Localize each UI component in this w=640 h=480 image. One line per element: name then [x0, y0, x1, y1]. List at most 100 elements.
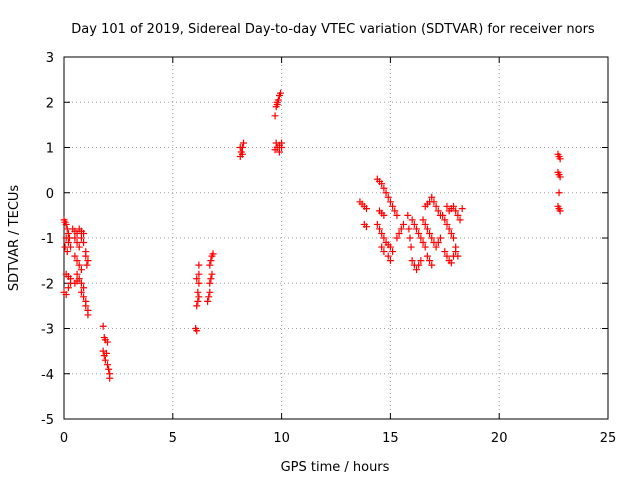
data-point [362, 205, 370, 213]
data-point [432, 202, 440, 210]
y-tick-labels: -5 -4 -3 -2 -1 0 1 2 3 [41, 51, 54, 428]
data-point [80, 293, 88, 301]
data-point [84, 311, 92, 319]
data-point [395, 229, 403, 237]
data-point [389, 202, 397, 210]
data-point [443, 220, 451, 228]
data-point [423, 252, 431, 260]
data-point [80, 229, 88, 237]
data-point [405, 225, 413, 233]
data-point [205, 293, 213, 301]
data-point [458, 205, 466, 213]
data-point [421, 243, 429, 251]
data-point [236, 144, 244, 151]
data-series [60, 89, 564, 382]
data-point [80, 284, 88, 292]
data-point [64, 239, 72, 247]
data-point [445, 225, 453, 233]
data-point [209, 250, 217, 258]
data-point [384, 193, 392, 201]
data-point [556, 207, 564, 215]
data-point [432, 243, 440, 251]
data-point [193, 302, 201, 310]
data-point [426, 257, 434, 265]
data-point [278, 139, 286, 147]
chart-title: Day 101 of 2019, Sidereal Day-to-day VTE… [71, 22, 595, 37]
data-point [391, 207, 399, 215]
y-axis-label: SDTVAR / TECUs [7, 185, 22, 292]
data-point [382, 189, 390, 197]
data-point [380, 211, 388, 219]
data-point [380, 184, 388, 192]
data-point [443, 202, 451, 210]
data-point [277, 89, 285, 97]
grid [64, 57, 608, 419]
data-point [428, 193, 436, 201]
data-point [434, 207, 442, 215]
data-point [556, 155, 564, 163]
y-tick-label: -1 [41, 232, 54, 247]
data-point [206, 288, 214, 296]
data-point [83, 261, 91, 269]
data-point [80, 239, 88, 247]
x-tick-label: 25 [600, 431, 617, 446]
data-point [61, 243, 69, 251]
data-point [408, 216, 416, 224]
data-point [207, 257, 215, 265]
data-point [443, 252, 451, 260]
data-point [102, 349, 110, 357]
data-point [105, 365, 113, 373]
data-point [75, 261, 83, 269]
data-point [441, 216, 449, 224]
data-point [423, 225, 431, 233]
data-point [373, 220, 381, 228]
y-tick-label: 3 [46, 51, 54, 66]
data-point [399, 220, 407, 228]
data-point [454, 211, 462, 219]
data-point [207, 275, 215, 283]
data-point [271, 112, 279, 120]
x-tick-labels: 0 5 10 15 20 25 [60, 431, 616, 446]
data-point [450, 252, 458, 260]
data-point [378, 229, 386, 237]
data-point [193, 327, 201, 335]
data-point [397, 225, 405, 233]
data-point [380, 234, 388, 242]
data-point [386, 243, 394, 251]
data-point [62, 291, 70, 299]
data-point [378, 180, 386, 188]
data-point [73, 239, 81, 247]
data-point [419, 216, 427, 224]
data-point [413, 225, 421, 233]
data-point [195, 279, 203, 287]
data-point [206, 279, 214, 287]
data-point [104, 361, 112, 369]
x-tick-label: 15 [382, 431, 399, 446]
data-point [413, 266, 421, 274]
x-tick-label: 5 [169, 431, 177, 446]
data-point [62, 234, 70, 242]
data-point [84, 257, 92, 265]
data-point [386, 198, 394, 206]
data-point [63, 248, 71, 256]
data-point [77, 279, 85, 287]
data-point [204, 297, 212, 305]
y-tick-label: -4 [41, 368, 54, 383]
data-point [73, 229, 81, 237]
data-point [73, 277, 81, 285]
data-point [82, 252, 90, 260]
data-point [408, 257, 416, 265]
data-point [407, 243, 415, 251]
y-tick-label: -2 [41, 277, 54, 292]
data-point [195, 270, 203, 278]
data-point [71, 252, 79, 260]
data-point [71, 234, 79, 242]
data-point [415, 261, 423, 269]
data-point [193, 275, 201, 283]
x-tick-label: 20 [491, 431, 508, 446]
data-point [73, 257, 81, 265]
data-point [389, 248, 397, 256]
data-point [206, 261, 214, 269]
data-point [434, 239, 442, 247]
